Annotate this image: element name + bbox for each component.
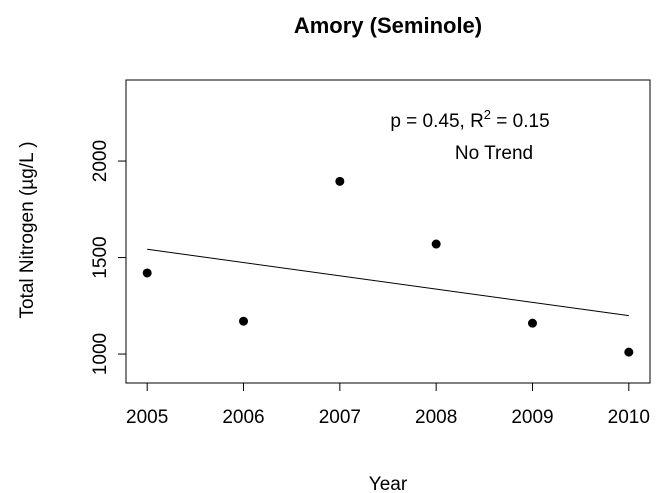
annotation-superscript: 2 (484, 107, 491, 122)
y-tick-label: 1500 (90, 236, 111, 278)
annotation: p = 0.45, R2 = 0.15 (390, 107, 549, 132)
x-axis-label: Year (369, 474, 408, 493)
point (624, 347, 634, 357)
x-tick-label: 2007 (319, 407, 361, 428)
chart-title: Amory (Seminole) (294, 13, 482, 38)
annotation-trend: No Trend (455, 143, 533, 164)
y-tick-label: 1000 (90, 333, 111, 375)
x-tick-label: 2009 (511, 407, 553, 428)
point (431, 239, 441, 249)
annotation-text: = 0.15 (491, 111, 550, 132)
annotation-text: p = 0.45, R (390, 111, 483, 132)
y-tick-label: 2000 (90, 140, 111, 182)
x-tick-label: 2010 (608, 407, 650, 428)
point (527, 318, 537, 328)
x-tick-label: 2006 (222, 407, 264, 428)
x-tick-label: 2005 (126, 407, 168, 428)
trend-line (147, 248, 629, 317)
y-axis-label: Total Nitrogen (µg/L ) (17, 141, 38, 318)
point (239, 316, 249, 326)
x-tick-label: 2008 (415, 407, 457, 428)
point (142, 268, 152, 278)
plot-frame (125, 79, 651, 384)
point (335, 176, 345, 186)
